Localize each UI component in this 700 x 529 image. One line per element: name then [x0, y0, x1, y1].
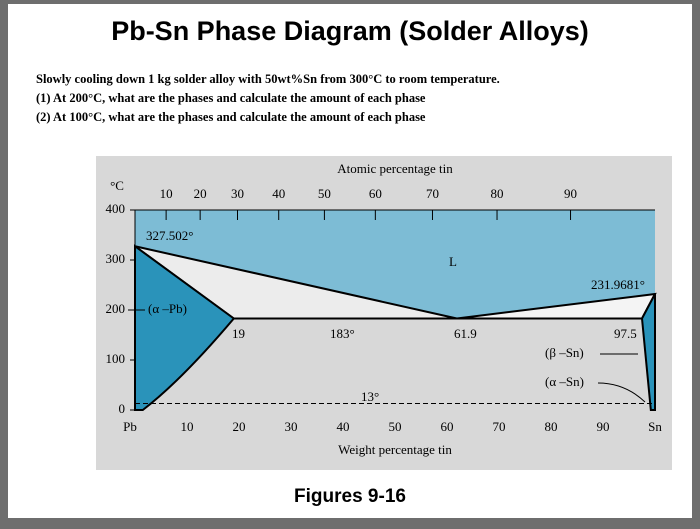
diagram-label: L [449, 254, 457, 269]
bottom-tick-label: Pb [123, 419, 137, 434]
diagram-label: (α –Sn) [545, 374, 584, 389]
top-tick-label: 20 [194, 186, 207, 201]
bottom-tick-label: 60 [441, 419, 454, 434]
bottom-tick-label: 90 [597, 419, 610, 434]
left-unit: °C [110, 178, 124, 193]
bottom-tick-label: 20 [233, 419, 246, 434]
bottom-tick-label: Sn [648, 419, 662, 434]
top-tick-label: 50 [318, 186, 331, 201]
title: Pb-Sn Phase Diagram (Solder Alloys) [111, 16, 589, 46]
diagram-label: (α –Pb) [148, 301, 187, 316]
left-tick-label: 0 [119, 401, 126, 416]
caption: Figures 9-16 [294, 486, 406, 507]
top-tick-label: 30 [231, 186, 244, 201]
top-tick-label: 40 [272, 186, 285, 201]
bottom-axis-title: Weight percentage tin [338, 442, 452, 457]
top-tick-label: 90 [564, 186, 577, 201]
top-tick-label: 60 [369, 186, 382, 201]
top-axis-title: Atomic percentage tin [337, 161, 453, 176]
problem-line: (2) At 100°C, what are the phases and ca… [36, 110, 426, 124]
diagram-label: 97.5 [614, 326, 637, 341]
bottom-tick-label: 50 [389, 419, 402, 434]
diagram-label: 13° [361, 389, 379, 404]
arrow [597, 382, 646, 403]
diagram-label: 327.502° [146, 228, 193, 243]
bottom-tick-label: 70 [493, 419, 506, 434]
top-tick-label: 80 [491, 186, 504, 201]
diagram-label: 61.9 [454, 326, 477, 341]
top-tick-label: 10 [160, 186, 173, 201]
left-tick-label: 400 [106, 201, 126, 216]
bottom-tick-label: 80 [545, 419, 558, 434]
bottom-tick-label: 30 [285, 419, 298, 434]
left-tick-label: 200 [106, 301, 126, 316]
left-tick-label: 300 [106, 251, 126, 266]
beta-region [640, 293, 656, 411]
diagram-label: (β –Sn) [545, 345, 584, 360]
problem-line: (1) At 200°C, what are the phases and ca… [36, 91, 426, 105]
bottom-tick-label: 10 [181, 419, 194, 434]
problem-line: Slowly cooling down 1 kg solder alloy wi… [36, 72, 500, 86]
left-tick-label: 100 [106, 351, 126, 366]
diagram-label: 19 [232, 326, 245, 341]
alpha-region [134, 244, 236, 411]
liquid-region [135, 210, 655, 319]
diagram-label: 231.9681° [591, 277, 645, 292]
top-tick-label: 70 [426, 186, 439, 201]
bottom-tick-label: 40 [337, 419, 350, 434]
diagram-label: 183° [330, 326, 355, 341]
